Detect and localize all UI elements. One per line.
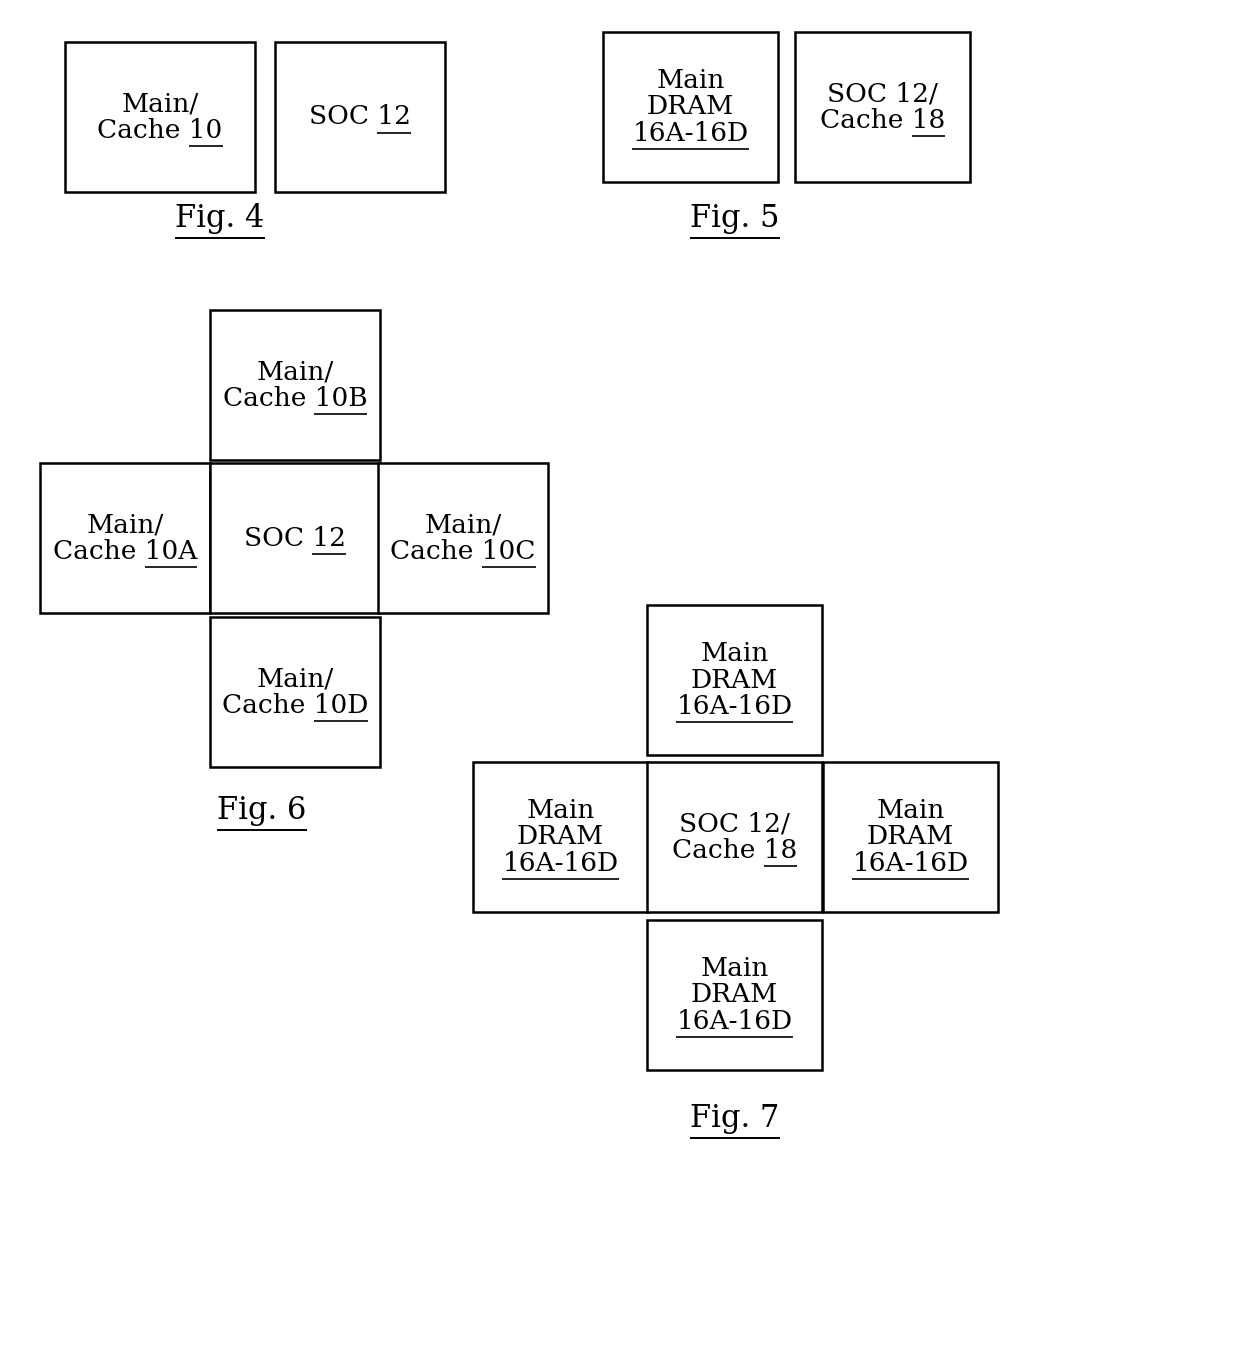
Bar	[647, 604, 822, 755]
Text: DRAM: DRAM	[517, 824, 604, 850]
Text: Main/: Main/	[122, 92, 198, 116]
Bar	[795, 32, 970, 182]
Text: Fig. 4: Fig. 4	[175, 202, 264, 233]
Text: 16A-16D: 16A-16D	[852, 851, 968, 876]
Text: Main: Main	[526, 799, 595, 823]
Text: Cache 10C: Cache 10C	[391, 538, 536, 564]
Bar	[40, 463, 210, 612]
Text: SOC 12: SOC 12	[244, 526, 346, 550]
Text: Cache 10B: Cache 10B	[223, 386, 367, 410]
Bar	[647, 762, 822, 912]
Text: Main/: Main/	[87, 513, 164, 537]
Text: Fig. 7: Fig. 7	[691, 1102, 780, 1133]
Text: Main/: Main/	[257, 359, 334, 384]
Text: Cache 18: Cache 18	[672, 838, 797, 862]
Text: DRAM: DRAM	[691, 982, 779, 1008]
Bar	[472, 762, 649, 912]
Bar	[603, 32, 777, 182]
Text: DRAM: DRAM	[867, 824, 954, 850]
Text: DRAM: DRAM	[647, 94, 734, 120]
Text: Main: Main	[701, 641, 769, 666]
Bar	[647, 920, 822, 1070]
Bar	[210, 616, 379, 768]
Text: Cache 18: Cache 18	[820, 108, 945, 132]
Bar	[823, 762, 998, 912]
Text: Fig. 6: Fig. 6	[217, 795, 306, 826]
Text: 16A-16D: 16A-16D	[632, 120, 749, 146]
Text: Main: Main	[656, 69, 724, 93]
Text: Main: Main	[877, 799, 945, 823]
Bar	[210, 463, 379, 612]
Text: SOC 12: SOC 12	[309, 104, 410, 130]
Text: Main/: Main/	[257, 666, 334, 692]
Text: SOC 12/: SOC 12/	[680, 811, 790, 836]
Bar	[210, 310, 379, 460]
Text: Cache 10A: Cache 10A	[53, 538, 197, 564]
Text: Fig. 5: Fig. 5	[691, 202, 780, 233]
Text: 16A-16D: 16A-16D	[502, 851, 619, 876]
Text: Cache 10: Cache 10	[98, 117, 223, 143]
Text: Main: Main	[701, 956, 769, 981]
Text: SOC 12/: SOC 12/	[827, 81, 937, 107]
Text: 16A-16D: 16A-16D	[677, 693, 792, 719]
Text: Main/: Main/	[424, 513, 502, 537]
Text: Cache 10D: Cache 10D	[222, 692, 368, 718]
Bar	[378, 463, 548, 612]
Text: DRAM: DRAM	[691, 668, 779, 692]
Bar	[64, 42, 255, 192]
Text: 16A-16D: 16A-16D	[677, 1009, 792, 1033]
Bar	[275, 42, 445, 192]
